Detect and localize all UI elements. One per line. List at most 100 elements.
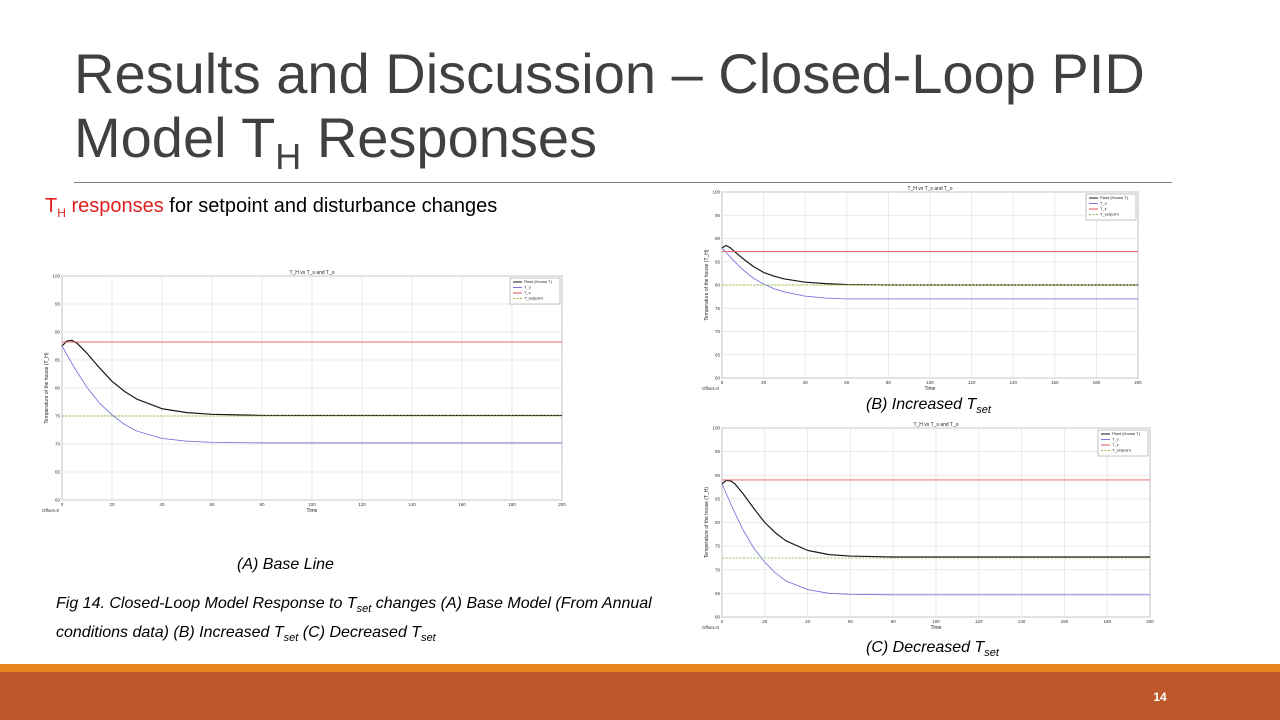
chart-1-y-tick-label: 75 — [715, 306, 721, 311]
fig-caption-sub-2: set — [283, 632, 299, 645]
chart-0-x-tick-label: 80 — [259, 502, 265, 507]
chart-1-title: T_H vs T_s and T_o — [907, 186, 952, 192]
chart-1-x-tick-label: 80 — [886, 380, 892, 385]
chart-0-y-tick-label: 90 — [55, 330, 61, 335]
chart-a: 0 20 40 60 80 100 120 140 160 180 200 60 65 70 75 80 85 9… — [40, 268, 570, 518]
chart-1-x-tick-label: 120 — [968, 380, 976, 385]
chart-0-y-tick-label: 85 — [55, 358, 61, 363]
chart-1-series-line — [721, 247, 1138, 300]
chart-0-x-tick-label: 180 — [508, 502, 516, 507]
chart-2-x-tick-label: 80 — [891, 619, 897, 624]
chart-0-legend-label: T_s — [524, 290, 531, 295]
chart-2-y-tick-label: 80 — [715, 520, 721, 525]
chart-0-x-tick-label: 160 — [458, 502, 466, 507]
subtitle-th-sub: H — [57, 206, 66, 220]
figure-caption: Fig 14. Closed-Loop Model Response to Ts… — [56, 592, 696, 650]
chart-0-legend-label: T_setpoint — [524, 296, 544, 301]
caption-c: (C) Decreased Tset — [866, 639, 999, 659]
chart-1-x-tick-label: 160 — [1051, 380, 1059, 385]
caption-a: (A) Base Line — [237, 556, 334, 573]
chart-0-series-line — [61, 345, 562, 444]
chart-0-y-tick-label: 95 — [55, 302, 61, 307]
chart-2-title: T_H vs T_s and T_o — [913, 422, 958, 428]
title-line-1: Results and Discussion – Closed-Loop PID — [74, 42, 1145, 105]
chart-0-x-tick-label: 200 — [558, 502, 566, 507]
chart-0-y-tick-label: 100 — [52, 274, 60, 279]
chart-1-y-tick-label: 100 — [712, 190, 720, 195]
chart-2-y-tick-label: 85 — [715, 496, 721, 501]
chart-2-y-tick-label: 95 — [715, 449, 721, 454]
chart-1-x-tick-label: 0 — [721, 380, 724, 385]
chart-0-offset-label: Offset=0 — [42, 508, 60, 513]
title-line-2-sub: H — [275, 136, 302, 177]
chart-0-y-tick-label: 60 — [55, 498, 61, 503]
chart-2-x-tick-label: 40 — [805, 619, 811, 624]
chart-0-x-tick-label: 0 — [61, 502, 64, 507]
chart-2-x-tick-label: 160 — [1061, 619, 1069, 624]
chart-0-legend-label: Plant (House T) — [524, 279, 553, 284]
chart-1-offset-label: Offset=0 — [702, 386, 720, 391]
chart-1-x-tick-label: 60 — [844, 380, 850, 385]
chart-0-y-axis-label: Temperature of the house (T_H) — [44, 352, 50, 423]
fig-caption-part-1: Fig 14. Closed-Loop Model Response to T — [56, 595, 357, 612]
chart-a-svg: 0 20 40 60 80 100 120 140 160 180 200 60 65 70 75 80 85 9… — [42, 270, 566, 514]
title-divider — [74, 182, 1172, 183]
chart-2-y-tick-label: 75 — [715, 544, 721, 549]
chart-1-x-tick-label: 40 — [803, 380, 809, 385]
chart-0-y-tick-label: 70 — [55, 442, 61, 447]
caption-b-sub: set — [976, 404, 991, 417]
chart-0-x-tick-label: 120 — [358, 502, 366, 507]
chart-2-y-tick-label: 90 — [715, 473, 721, 478]
chart-2-x-tick-label: 140 — [1018, 619, 1026, 624]
caption-b-text: (B) Increased T — [866, 396, 977, 413]
fig-caption-part-3: (C) Decreased T — [298, 624, 422, 642]
footer-bar — [0, 672, 1280, 720]
subtitle-responses: responses — [65, 195, 164, 217]
title-line-2-pre: Model T — [74, 106, 276, 169]
chart-1-y-tick-label: 85 — [715, 259, 721, 264]
chart-0-legend-label: T_o — [524, 285, 532, 290]
chart-0-x-tick-label: 100 — [308, 502, 316, 507]
subtitle-highlight: TH responses — [45, 195, 164, 220]
chart-1-x-tick-label: 140 — [1009, 380, 1017, 385]
caption-c-sub: set — [984, 647, 999, 660]
chart-1-y-tick-label: 80 — [715, 283, 721, 288]
chart-b: 0 20 40 60 80 100 120 140 160 180 200 60 65 70 75 80 85 9… — [700, 184, 1146, 396]
chart-0-x-tick-label: 20 — [109, 502, 115, 507]
chart-1-y-tick-label: 70 — [715, 329, 721, 334]
chart-2-legend-label: T_s — [1112, 442, 1119, 447]
chart-c-svg: 0 20 40 60 80 100 120 140 160 180 200 60 65 70 75 80 85 9… — [702, 422, 1154, 631]
slide-subtitle: TH responses for setpoint and disturbanc… — [45, 195, 497, 220]
chart-0-title: T_H vs T_s and T_o — [289, 270, 334, 276]
chart-1-x-tick-label: 180 — [1093, 380, 1101, 385]
chart-2-x-tick-label: 180 — [1103, 619, 1111, 624]
chart-2-y-tick-label: 70 — [715, 567, 721, 572]
chart-2-x-tick-label: 120 — [975, 619, 983, 624]
chart-2-x-axis-label: Time — [931, 625, 942, 631]
chart-2-series-line — [721, 483, 1150, 596]
chart-1-x-tick-label: 20 — [761, 380, 767, 385]
chart-0-x-tick-label: 140 — [408, 502, 416, 507]
page-number: 14 — [1153, 690, 1167, 704]
caption-b: (B) Increased Tset — [866, 396, 991, 416]
fig-caption-sub-1: set — [356, 603, 372, 616]
chart-0-x-axis-label: Time — [307, 508, 318, 514]
chart-1-y-tick-label: 65 — [715, 352, 721, 357]
chart-2-series-line — [721, 479, 1150, 558]
chart-1-y-axis-label: Temperature of the house (T_H) — [704, 249, 710, 320]
chart-2-x-tick-label: 20 — [762, 619, 768, 624]
title-line-2-post: Responses — [301, 106, 598, 169]
chart-2-y-tick-label: 65 — [715, 591, 721, 596]
chart-2-y-tick-label: 100 — [712, 426, 720, 431]
chart-0-x-tick-label: 40 — [159, 502, 165, 507]
chart-0-y-tick-label: 65 — [55, 470, 61, 475]
chart-c: 0 20 40 60 80 100 120 140 160 180 200 60 65 70 75 80 85 9… — [700, 420, 1158, 635]
slide-title: Results and Discussion – Closed-Loop PID… — [74, 42, 1224, 189]
subtitle-th: T — [45, 195, 58, 217]
chart-1-legend-label: T_s — [1100, 206, 1107, 211]
chart-0-x-tick-label: 60 — [209, 502, 215, 507]
chart-2-x-tick-label: 200 — [1146, 619, 1154, 624]
fig-caption-part-2: changes (A) Base Model (From Annual cond… — [56, 595, 652, 642]
chart-2-legend-label: Plant (House T) — [1112, 431, 1141, 436]
chart-1-y-tick-label: 90 — [715, 236, 721, 241]
